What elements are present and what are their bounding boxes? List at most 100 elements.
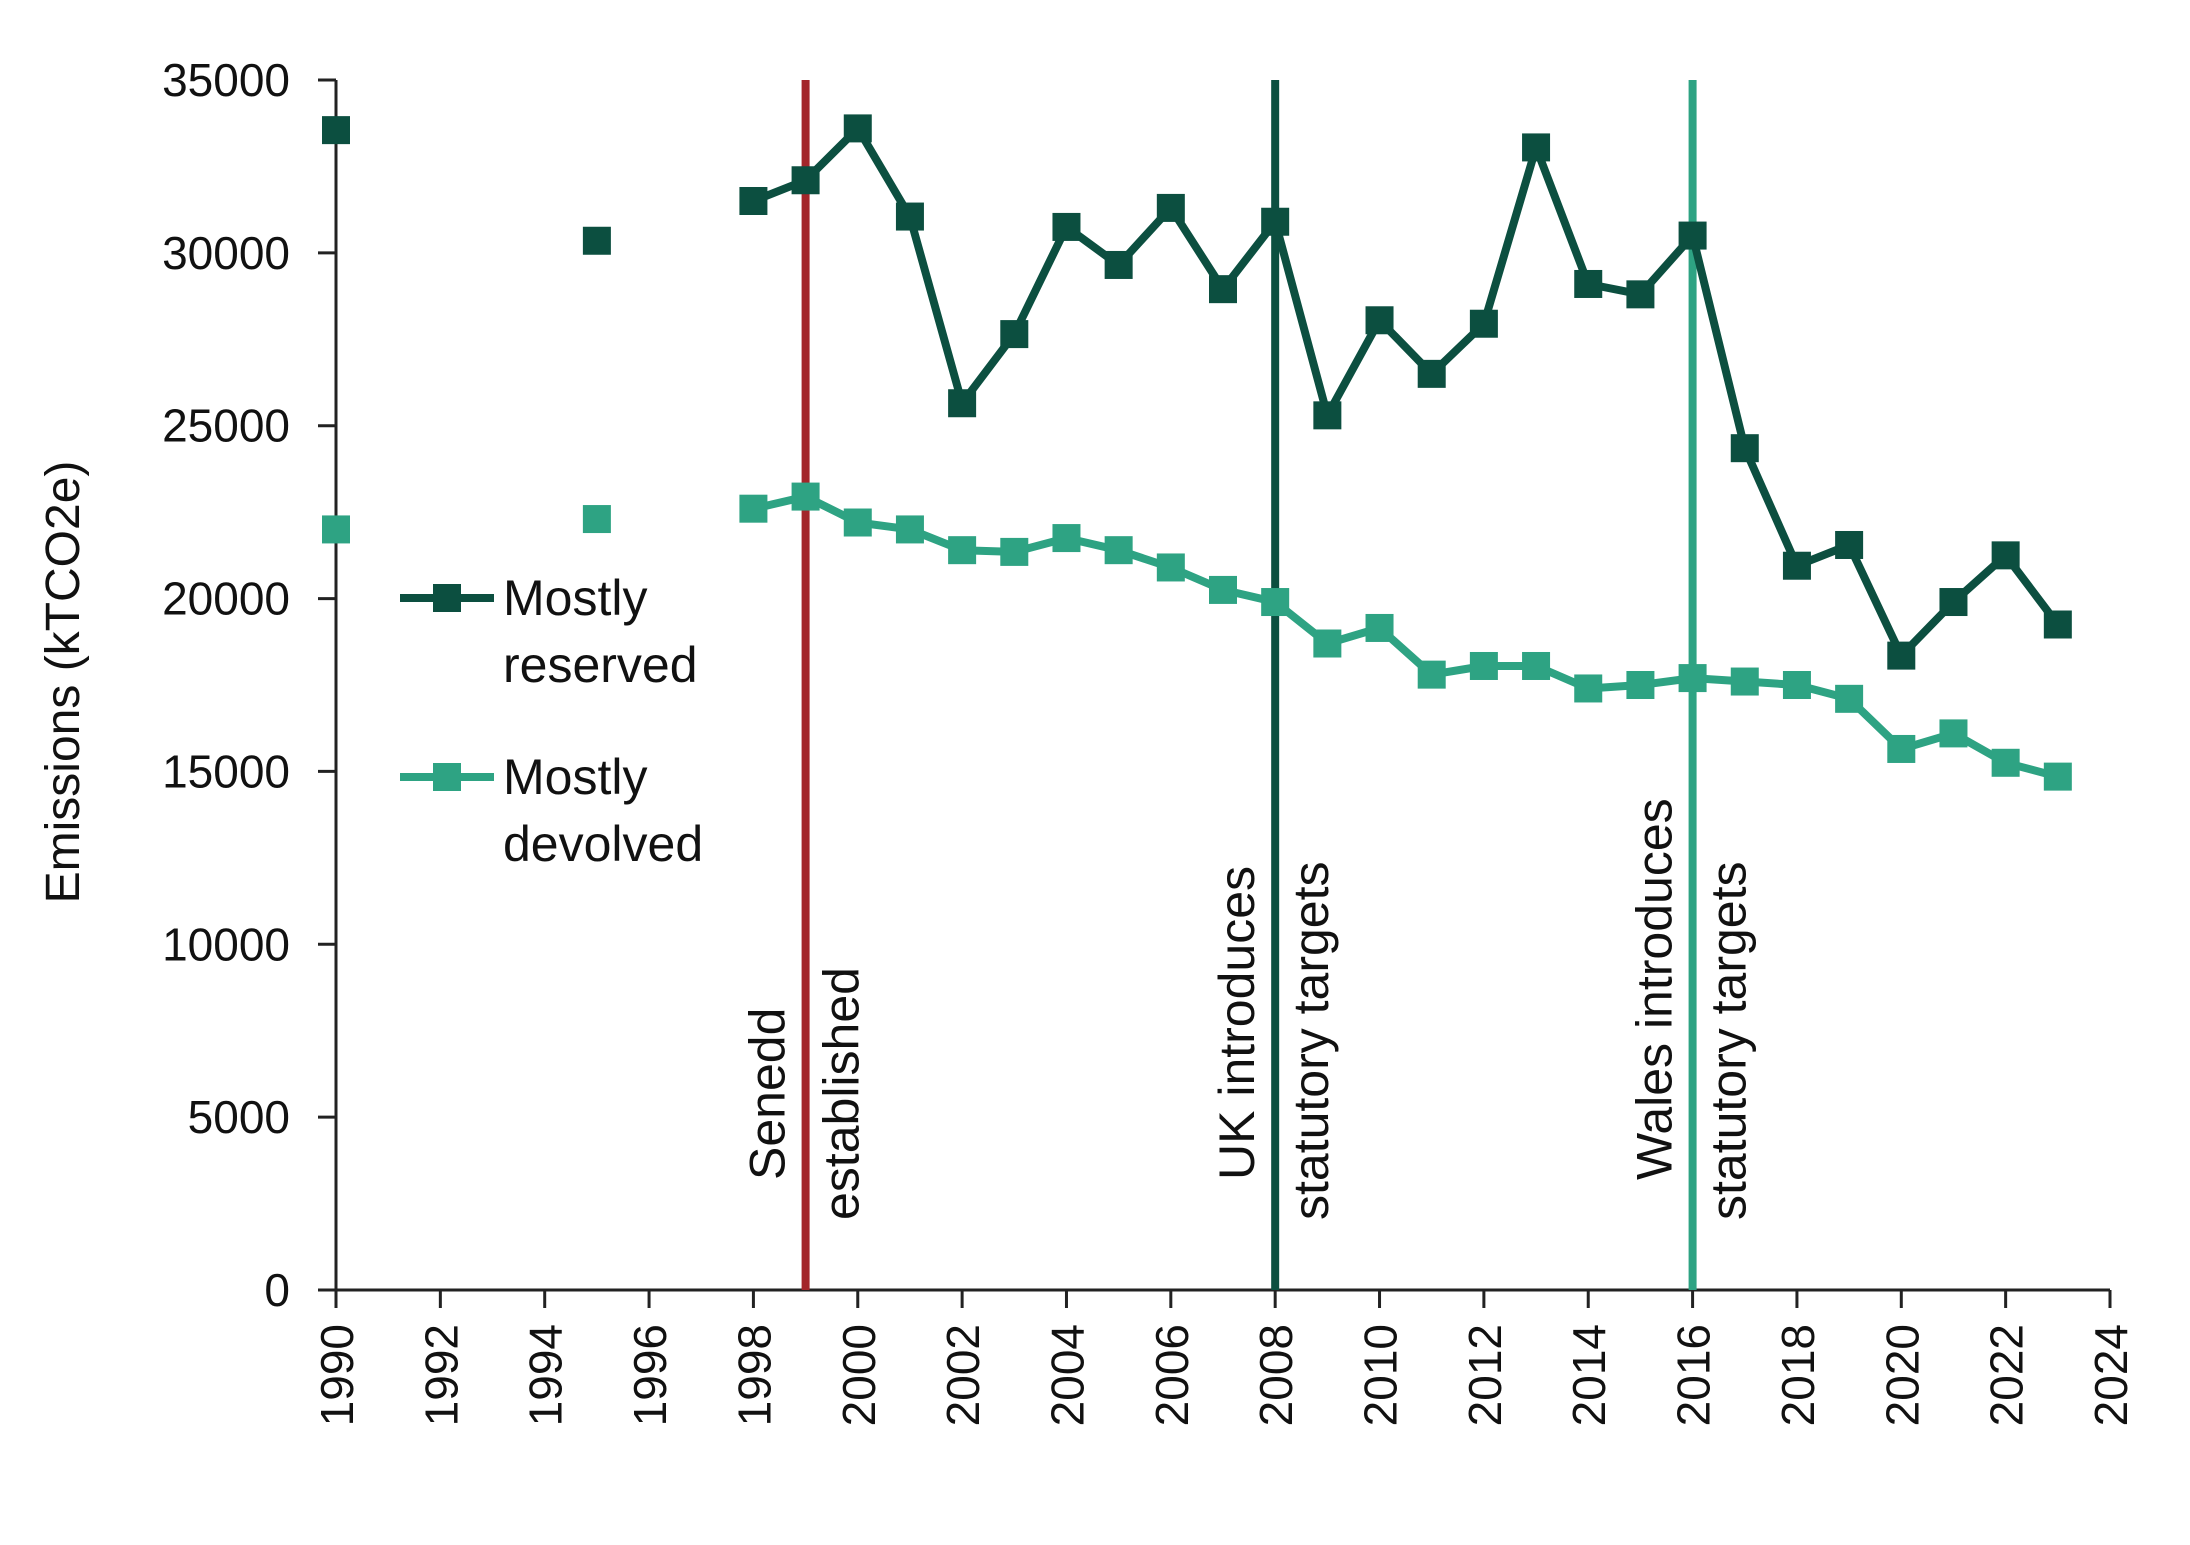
legend: Mostly reserved Mostly devolved [400, 570, 703, 872]
data-point-marker [739, 494, 768, 523]
x-tick-label: 1996 [624, 1324, 676, 1426]
x-tick-label: 2020 [1876, 1324, 1928, 1426]
data-point-marker [1939, 588, 1968, 617]
annotation-label: UK introduces [1209, 866, 1265, 1180]
data-point-marker [791, 482, 820, 511]
data-point-marker [1052, 524, 1081, 553]
data-point-marker [1261, 207, 1290, 236]
data-point-marker [948, 389, 977, 418]
data-point-marker [1991, 541, 2020, 570]
data-point-marker [1991, 748, 2020, 777]
data-point-marker [1365, 306, 1394, 335]
data-point-marker [1730, 667, 1759, 696]
data-point-marker [2043, 610, 2072, 639]
annotation-label: established [814, 967, 870, 1220]
data-point-marker [1939, 719, 1968, 748]
x-tick-label: 2016 [1668, 1324, 1720, 1426]
annotations: Senedd established UK introduces statutory … [740, 80, 1757, 1290]
data-point-marker [1574, 674, 1603, 703]
data-point-marker [1835, 684, 1864, 713]
legend-label: reserved [503, 637, 698, 693]
x-tick-label: 2024 [2085, 1324, 2137, 1426]
data-point-marker [843, 508, 872, 537]
data-point-marker [1417, 359, 1446, 388]
data-point-marker [1469, 651, 1498, 680]
data-point-marker [1522, 651, 1551, 680]
x-tick-label: 1994 [520, 1324, 572, 1426]
data-point-marker [1052, 212, 1081, 241]
y-tick-label: 10000 [162, 918, 290, 970]
data-point-marker [1678, 664, 1707, 693]
data-point-marker [1678, 221, 1707, 250]
x-tick-label: 2006 [1146, 1324, 1198, 1426]
x-tick-label: 2014 [1563, 1324, 1615, 1426]
data-point-marker [1782, 551, 1811, 580]
data-point-marker [1835, 530, 1864, 559]
data-point-marker [1209, 575, 1237, 604]
data-point-marker [1104, 250, 1133, 279]
data-point-marker [1887, 734, 1916, 763]
legend-label: Mostly [503, 749, 647, 805]
data-point-marker [1104, 536, 1133, 565]
data-point-marker [1313, 629, 1342, 658]
data-point-marker [1365, 613, 1394, 642]
annotation-label: statutory targets [1283, 862, 1339, 1221]
legend-label: Mostly [503, 570, 647, 626]
x-tick-label: 2000 [833, 1324, 885, 1426]
y-tick-label: 15000 [162, 745, 290, 797]
data-point-marker [895, 515, 924, 544]
data-point-marker [322, 515, 350, 544]
x-tick-label: 2010 [1355, 1324, 1407, 1426]
data-point-marker [791, 166, 820, 195]
data-point-marker [948, 536, 977, 565]
data-point-marker [1156, 553, 1185, 582]
x-tick-label: 2018 [1772, 1324, 1824, 1426]
y-tick-label: 30000 [162, 227, 290, 279]
data-point-marker [1000, 537, 1029, 566]
y-tick-label: 0 [264, 1264, 290, 1316]
data-point-marker [1887, 641, 1916, 670]
data-point-marker [1156, 193, 1185, 222]
data-point-marker [1469, 309, 1498, 338]
data-point-marker [1782, 671, 1811, 699]
legend-label: devolved [503, 816, 703, 872]
data-point-marker [1313, 401, 1342, 430]
data-point-marker [1417, 660, 1446, 689]
data-point-marker [739, 187, 768, 215]
data-point-marker [1626, 280, 1655, 309]
x-tick-label: 2008 [1250, 1324, 1302, 1426]
series-lines [322, 114, 2072, 791]
y-tick-label: 20000 [162, 573, 290, 625]
annotation-label: Wales introduces [1627, 798, 1683, 1180]
data-point-marker [1574, 269, 1603, 298]
data-point-marker [1522, 133, 1551, 162]
data-point-marker [1209, 275, 1237, 304]
data-point-marker [1000, 320, 1029, 349]
y-axis-label: Emissions (kTCO2e) [37, 461, 90, 904]
annotation-label: statutory targets [1701, 862, 1757, 1221]
x-tick-label: 2022 [1981, 1324, 2033, 1426]
x-tick-label: 1992 [415, 1324, 467, 1426]
annotation-label: Senedd [740, 1008, 796, 1180]
x-tick-label: 1998 [728, 1324, 780, 1426]
y-tick-label: 35000 [162, 54, 290, 106]
data-point-marker [582, 226, 611, 255]
data-point-marker [1626, 671, 1655, 699]
data-point-marker [2043, 762, 2072, 791]
legend-swatch-marker [433, 584, 461, 612]
data-point-marker [895, 202, 924, 231]
data-point-marker [1261, 588, 1290, 617]
y-tick-label: 25000 [162, 400, 290, 452]
legend-swatch-marker [433, 763, 461, 791]
x-tick-label: 2002 [937, 1324, 989, 1426]
x-tick-label: 2012 [1459, 1324, 1511, 1426]
data-point-marker [582, 505, 611, 534]
x-tick-label: 1990 [311, 1324, 363, 1426]
data-point-marker [843, 114, 872, 143]
y-tick-label: 5000 [188, 1091, 290, 1143]
axes: 0 5000 10000 15000 20000 25000 30000 35000 1990 1… [162, 54, 2137, 1426]
data-point-marker [322, 116, 350, 145]
x-tick-label: 2004 [1041, 1324, 1093, 1426]
data-point-marker [1730, 434, 1759, 463]
